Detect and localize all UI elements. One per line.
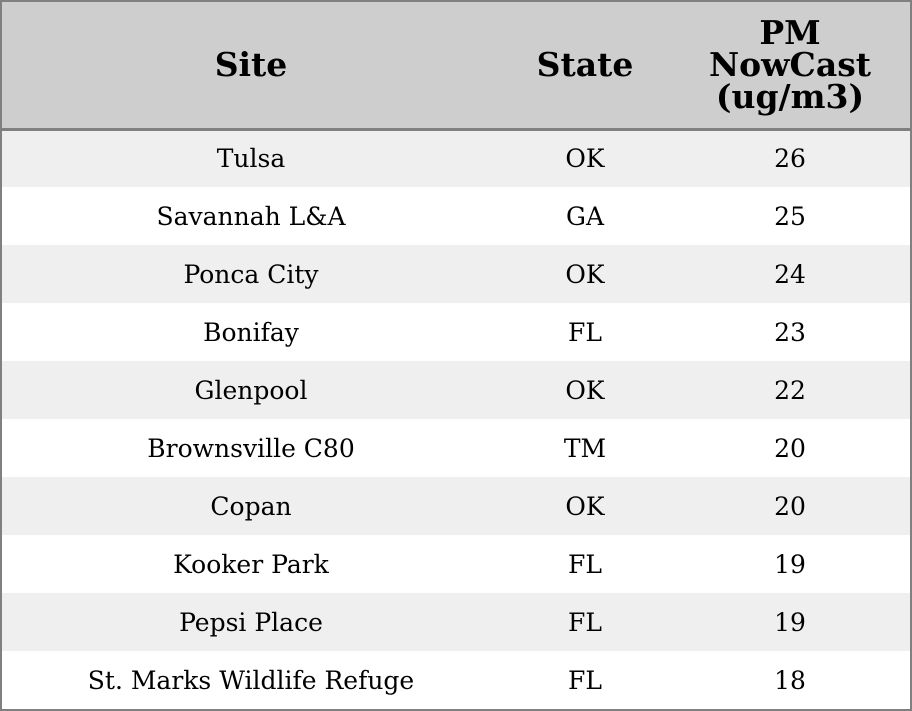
cell-pm-nowcast: 22 — [774, 375, 806, 405]
cell-site: Kooker Park — [173, 549, 329, 579]
cell-site: St. Marks Wildlife Refuge — [87, 665, 415, 695]
table-row: Bonifay FL 23 — [2, 303, 910, 361]
header-site-line: Site — [214, 44, 288, 84]
cell-site: Copan — [210, 491, 292, 521]
cell-state: OK — [565, 144, 605, 174]
cell-pm-nowcast: 19 — [774, 607, 806, 637]
table-body: Tulsa OK 26 Savannah L&A GA 25 Ponca City OK 24 B… — [2, 129, 910, 709]
table-header: Site State PM NowCast (ug/m3) — [2, 2, 910, 131]
cell-site: Bonifay — [203, 317, 299, 347]
header-pm-line-1: PM — [759, 12, 821, 52]
cell-site: Brownsville C80 — [147, 433, 355, 463]
cell-state: FL — [568, 317, 602, 347]
header-row: Site State PM NowCast (ug/m3) — [2, 2, 910, 131]
cell-pm-nowcast: 19 — [774, 549, 806, 579]
table-row: Tulsa OK 26 — [2, 129, 910, 187]
cell-pm-nowcast: 18 — [774, 665, 806, 695]
cell-state: FL — [568, 665, 602, 695]
table-row: Savannah L&A GA 25 — [2, 187, 910, 245]
table-row: Kooker Park FL 19 — [2, 535, 910, 593]
header-pm-line-2: NowCast — [708, 44, 872, 84]
cell-pm-nowcast: 23 — [774, 317, 806, 347]
header-pm-nowcast: PM NowCast (ug/m3) — [670, 2, 910, 131]
header-site: Site — [2, 2, 500, 131]
table-row: Glenpool OK 22 — [2, 361, 910, 419]
table-row: Copan OK 20 — [2, 477, 910, 535]
table-row: St. Marks Wildlife Refuge FL 18 — [2, 651, 910, 709]
header-pm-line-3: (ug/m3) — [715, 76, 865, 116]
cell-site: Tulsa — [216, 144, 286, 174]
cell-site: Pepsi Place — [179, 607, 323, 637]
table-row: Ponca City OK 24 — [2, 245, 910, 303]
cell-pm-nowcast: 24 — [774, 259, 806, 289]
header-state-line: State — [536, 44, 634, 84]
cell-site: Savannah L&A — [156, 201, 346, 231]
cell-state: GA — [565, 201, 605, 231]
header-state: State — [500, 2, 670, 131]
cell-state: OK — [565, 491, 605, 521]
cell-state: TM — [563, 433, 607, 463]
cell-pm-nowcast: 25 — [774, 201, 806, 231]
cell-state: OK — [565, 259, 605, 289]
cell-state: FL — [568, 549, 602, 579]
table-row: Pepsi Place FL 19 — [2, 593, 910, 651]
cell-pm-nowcast: 20 — [774, 433, 806, 463]
cell-site: Glenpool — [194, 375, 308, 405]
table-row: Brownsville C80 TM 20 — [2, 419, 910, 477]
cell-pm-nowcast: 26 — [774, 144, 806, 174]
cell-state: FL — [568, 607, 602, 637]
cell-pm-nowcast: 20 — [774, 491, 806, 521]
cell-state: OK — [565, 375, 605, 405]
cell-site: Ponca City — [183, 259, 319, 289]
